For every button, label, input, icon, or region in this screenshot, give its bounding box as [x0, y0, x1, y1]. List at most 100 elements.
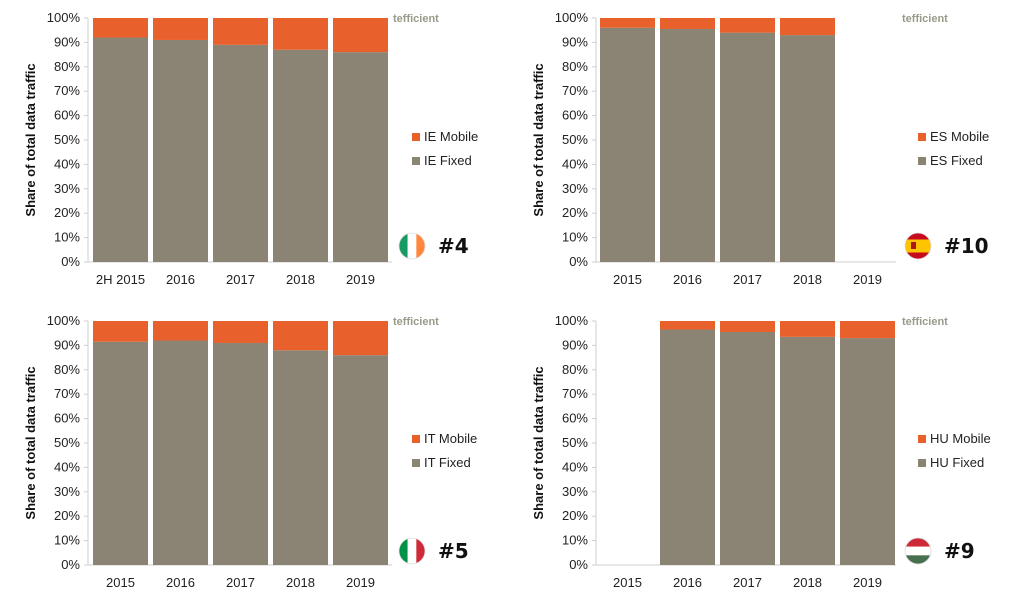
bar-mobile [93, 18, 148, 38]
spain-flag-icon [905, 233, 931, 259]
bar-mobile [213, 321, 268, 343]
bar-mobile [333, 321, 388, 356]
x-tick-label: 2019 [853, 575, 882, 590]
y-tick-label: 70% [54, 83, 80, 98]
y-tick-label: 20% [562, 205, 588, 220]
bar-mobile [720, 18, 775, 33]
y-tick-label: 60% [562, 108, 588, 123]
legend-item-fixed: ES Fixed [918, 153, 983, 168]
y-tick-label: 100% [47, 10, 81, 25]
bar-fixed [153, 39, 208, 263]
legend-label-fixed: IT Fixed [424, 455, 471, 470]
y-tick-label: 70% [54, 386, 80, 401]
bar-mobile [720, 321, 775, 332]
bar-fixed [93, 37, 148, 262]
bar-fixed [333, 355, 388, 565]
legend-swatch-mobile [918, 133, 926, 141]
bar-fixed [213, 44, 268, 263]
y-tick-label: 30% [54, 181, 80, 196]
legend-swatch-mobile [412, 435, 420, 443]
y-tick-label: 100% [555, 313, 589, 328]
x-tick-label: 2019 [853, 272, 882, 287]
bar-mobile [660, 321, 715, 330]
legend-item-fixed: IT Fixed [412, 455, 471, 470]
bar-fixed [273, 49, 328, 262]
x-tick-label: 2015 [613, 575, 642, 590]
bar-mobile [153, 18, 208, 40]
legend-item-mobile: ES Mobile [918, 129, 989, 144]
x-tick-label: 2019 [346, 272, 375, 287]
chart-panel-3: 0% 10% 20% 30% 40% 50% 60% 70% 80% 90% 100% Share o… [23, 313, 477, 590]
bar-fixed [780, 35, 835, 262]
bar-fixed [840, 338, 895, 565]
legend-label-mobile: IE Mobile [424, 129, 478, 144]
y-tick-label: 10% [562, 533, 588, 548]
y-tick-label: 50% [562, 132, 588, 147]
y-tick-label: 80% [562, 362, 588, 377]
legend-item-mobile: HU Mobile [918, 431, 991, 446]
legend-label-mobile: IT Mobile [424, 431, 477, 446]
tefficient-logo: tefficient [393, 316, 439, 328]
y-tick-label: 0% [61, 254, 80, 269]
ireland-flag-icon [399, 233, 425, 259]
legend-label-fixed: IE Fixed [424, 153, 472, 168]
bar-fixed [780, 336, 835, 565]
y-tick-label: 20% [562, 508, 588, 523]
x-tick-label: 2018 [793, 575, 822, 590]
bar-mobile [213, 18, 268, 45]
legend-item-mobile: IE Mobile [412, 129, 478, 144]
y-tick-label: 40% [562, 156, 588, 171]
bar-fixed [660, 329, 715, 565]
legend-swatch-fixed [412, 157, 420, 165]
legend-swatch-fixed [918, 157, 926, 165]
rank-label: #10 [944, 234, 989, 258]
bar-fixed [600, 27, 655, 263]
x-tick-label: 2017 [733, 575, 762, 590]
y-tick-label: 30% [54, 484, 80, 499]
y-axis-title: Share of total data traffic [23, 63, 38, 216]
y-tick-label: 60% [562, 411, 588, 426]
y-tick-label: 40% [54, 459, 80, 474]
bar-mobile [840, 321, 895, 339]
y-tick-label: 10% [562, 230, 588, 245]
y-tick-label: 20% [54, 205, 80, 220]
x-tick-label: 2019 [346, 575, 375, 590]
y-tick-label: 0% [569, 557, 588, 572]
bar-mobile [780, 321, 835, 337]
tefficient-logo: tefficient [902, 13, 948, 25]
y-tick-label: 60% [54, 108, 80, 123]
bar-fixed [153, 340, 208, 565]
bar-mobile [273, 321, 328, 351]
bar-fixed [720, 331, 775, 565]
legend-label-mobile: HU Mobile [930, 431, 991, 446]
legend-swatch-mobile [412, 133, 420, 141]
y-tick-label: 80% [562, 59, 588, 74]
tefficient-logo: tefficient [393, 13, 439, 25]
bar-fixed [720, 32, 775, 262]
x-tick-label: 2017 [226, 575, 255, 590]
x-tick-label: 2017 [733, 272, 762, 287]
y-tick-label: 40% [54, 156, 80, 171]
legend-item-mobile: IT Mobile [412, 431, 477, 446]
rank-label: #4 [438, 234, 469, 258]
rank-label: #5 [438, 539, 469, 563]
x-tick-label: 2017 [226, 272, 255, 287]
legend-label-fixed: ES Fixed [930, 153, 983, 168]
y-tick-label: 80% [54, 59, 80, 74]
y-tick-label: 90% [562, 34, 588, 49]
x-tick-label: 2016 [166, 272, 195, 287]
bar-fixed [273, 350, 328, 565]
y-tick-label: 40% [562, 459, 588, 474]
hungary-flag-icon [905, 538, 931, 564]
bar-fixed [333, 52, 388, 262]
y-tick-label: 90% [562, 337, 588, 352]
y-tick-label: 50% [562, 435, 588, 450]
y-tick-label: 10% [54, 230, 80, 245]
bar-mobile [93, 321, 148, 342]
y-tick-label: 100% [47, 313, 81, 328]
x-tick-label: 2015 [613, 272, 642, 287]
bar-fixed [660, 28, 715, 263]
y-tick-label: 0% [61, 557, 80, 572]
y-tick-label: 70% [562, 83, 588, 98]
chart-panel-2: 0% 10% 20% 30% 40% 50% 60% 70% 80% 90% 100% Share o… [531, 10, 989, 287]
